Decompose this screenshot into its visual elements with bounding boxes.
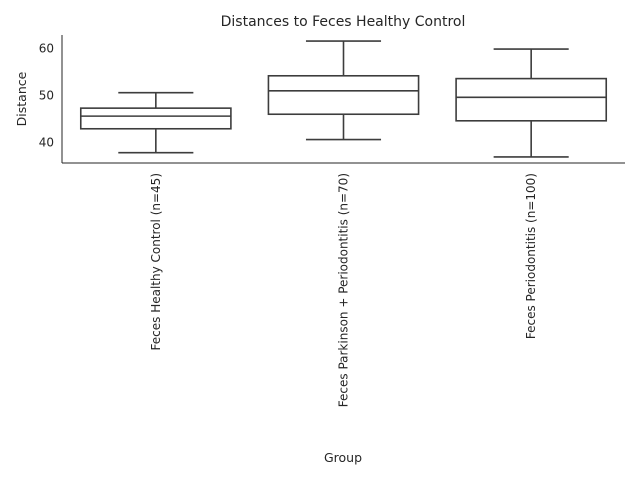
box-plot-marks — [79, 40, 608, 158]
y-tick-label: 50 — [39, 88, 54, 102]
iqr-box — [455, 77, 608, 122]
x-axis-label: Group — [324, 450, 362, 465]
y-tick-label: 40 — [39, 135, 54, 149]
chart-title: Distances to Feces Healthy Control — [221, 14, 466, 30]
x-tick-label: Feces Healthy Control (n=45) — [149, 173, 163, 350]
iqr-box — [267, 74, 420, 116]
x-tick-label: Feces Periodontitis (n=100) — [524, 173, 538, 339]
iqr-box — [79, 107, 232, 130]
x-tick-label: Feces Parkinson + Periodontitis (n=70) — [337, 173, 351, 407]
y-tick-label: 60 — [39, 42, 54, 56]
y-axis-label: Distance — [14, 71, 29, 126]
